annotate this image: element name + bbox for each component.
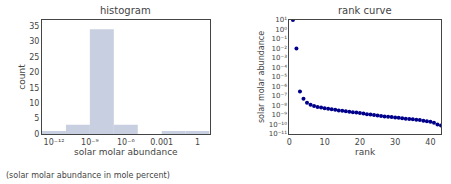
svg-text:10⁻⁷: 10⁻⁷ bbox=[272, 92, 288, 100]
svg-text:10⁻⁵: 10⁻⁵ bbox=[272, 73, 288, 81]
svg-text:10⁻⁹: 10⁻⁹ bbox=[272, 111, 288, 119]
svg-text:10⁻¹¹: 10⁻¹¹ bbox=[269, 130, 287, 138]
svg-text:40: 40 bbox=[425, 138, 435, 147]
svg-text:10⁻⁹: 10⁻⁹ bbox=[81, 138, 99, 147]
svg-text:10⁻³: 10⁻³ bbox=[272, 54, 288, 62]
svg-text:10⁻¹: 10⁻¹ bbox=[272, 35, 288, 43]
svg-text:10⁻⁶: 10⁻⁶ bbox=[117, 138, 135, 147]
svg-text:10: 10 bbox=[29, 99, 39, 108]
svg-text:10⁻¹²: 10⁻¹² bbox=[44, 138, 65, 147]
svg-text:25: 25 bbox=[29, 53, 39, 62]
svg-text:(solar molar abundance in mole: (solar molar abundance in mole percent) bbox=[6, 171, 170, 180]
svg-text:10: 10 bbox=[320, 138, 330, 147]
svg-text:20: 20 bbox=[355, 138, 365, 147]
svg-text:35: 35 bbox=[29, 22, 39, 31]
svg-text:10¹: 10¹ bbox=[275, 16, 287, 24]
svg-text:count: count bbox=[17, 64, 27, 90]
svg-text:5: 5 bbox=[34, 114, 39, 123]
svg-text:solar molar abundance: solar molar abundance bbox=[74, 147, 178, 157]
svg-text:rank curve: rank curve bbox=[338, 5, 392, 16]
svg-text:0.001: 0.001 bbox=[150, 138, 173, 147]
svg-text:30: 30 bbox=[29, 37, 39, 46]
svg-text:15: 15 bbox=[29, 84, 39, 93]
svg-text:0: 0 bbox=[287, 138, 292, 147]
svg-text:histogram: histogram bbox=[100, 5, 151, 16]
svg-text:0: 0 bbox=[34, 130, 39, 139]
svg-text:30: 30 bbox=[390, 138, 400, 147]
svg-text:10⁻⁶: 10⁻⁶ bbox=[272, 83, 288, 91]
svg-text:solar molar abundance: solar molar abundance bbox=[257, 31, 266, 123]
svg-text:10⁻²: 10⁻² bbox=[272, 45, 288, 53]
svg-text:20: 20 bbox=[29, 68, 39, 77]
svg-text:10⁰: 10⁰ bbox=[275, 26, 287, 34]
svg-text:1: 1 bbox=[195, 138, 200, 147]
svg-text:rank: rank bbox=[355, 147, 376, 157]
svg-text:10⁻⁸: 10⁻⁸ bbox=[272, 102, 288, 110]
svg-text:10⁻⁴: 10⁻⁴ bbox=[272, 64, 288, 72]
svg-text:10⁻¹⁰: 10⁻¹⁰ bbox=[269, 121, 287, 129]
